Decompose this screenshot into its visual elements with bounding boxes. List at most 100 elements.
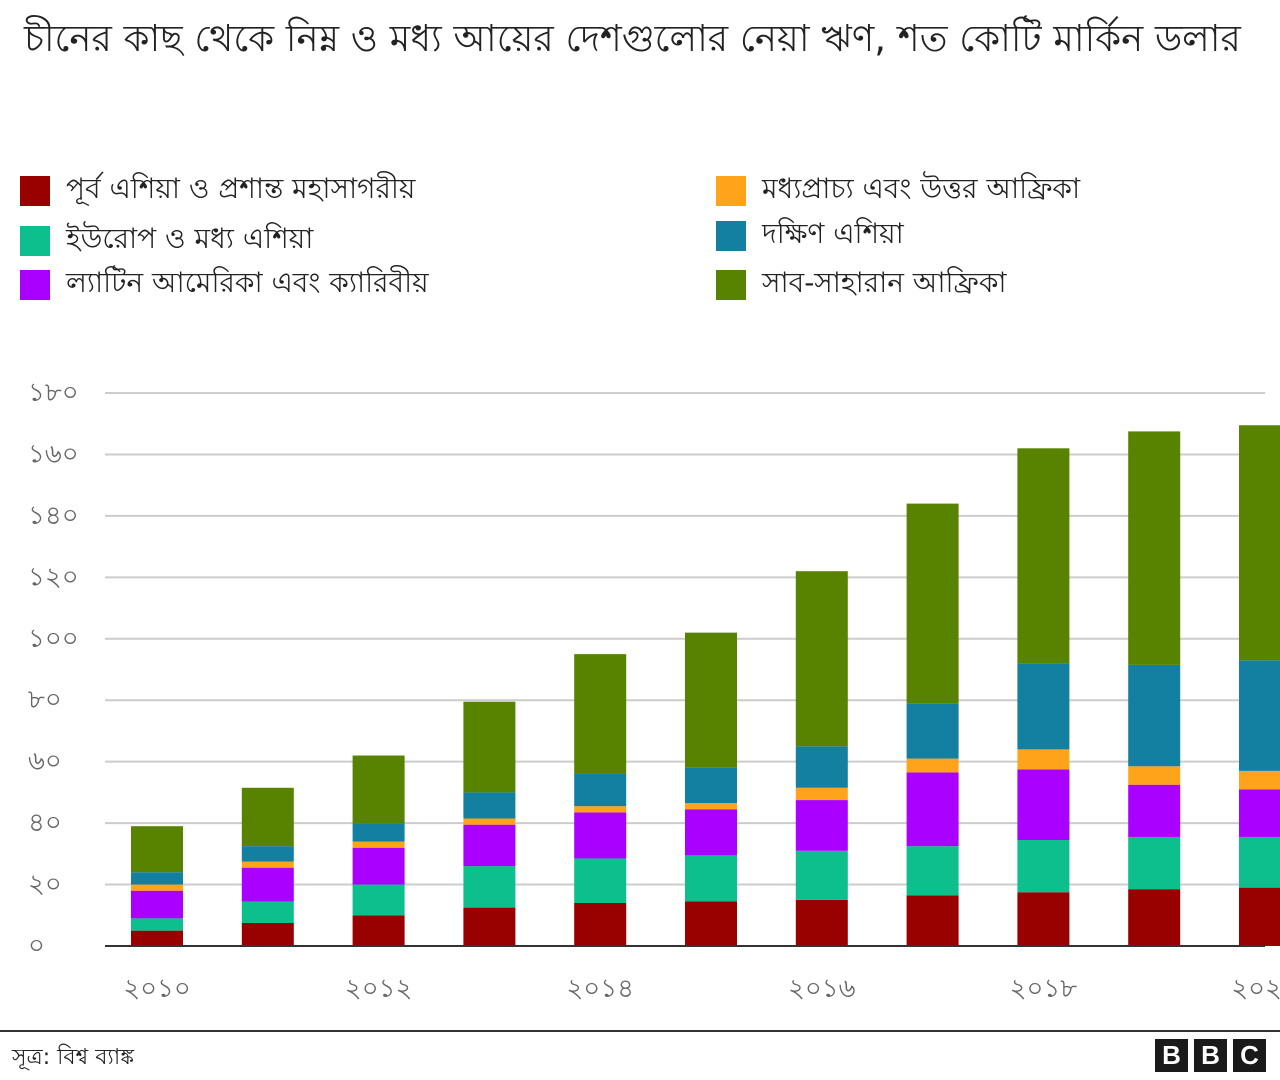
bar-segment (1017, 663, 1070, 750)
bar-segment (685, 632, 737, 768)
bbc-logo: B B C (1155, 1039, 1266, 1072)
legend-label: ল্যাটিন আমেরিকা এবং ক্যারিবীয় (66, 266, 429, 299)
footer-divider (0, 1030, 1280, 1032)
bar-segment (795, 800, 848, 851)
bar-segment (906, 758, 959, 773)
bar-segment (352, 884, 405, 916)
bar-segment (241, 922, 294, 946)
legend-swatch (716, 175, 746, 206)
bar-segment (1128, 889, 1181, 946)
bar-segment (685, 767, 737, 804)
bbc-logo-letter: B (1155, 1039, 1188, 1072)
legend-item-south-asia: দক্ষিণ এশিয়া (716, 212, 904, 259)
bar-segment (1017, 448, 1070, 664)
bar-segment (685, 901, 737, 946)
bar-segment (463, 792, 516, 819)
y-tick-label: ৮০ (28, 685, 62, 715)
bar-segment (1239, 425, 1280, 661)
bar-segment (1017, 840, 1070, 893)
bar-segment (463, 818, 516, 825)
y-tick-label: ৪০ (28, 808, 62, 838)
bar-segment (685, 803, 737, 810)
bar-segment (1239, 770, 1280, 790)
bar-segment (906, 703, 959, 759)
x-tick-label: ২০১২ (345, 974, 413, 1004)
legend-swatch (20, 269, 50, 300)
legend-label: ইউরোপ ও মধ্য এশিয়া (66, 222, 314, 255)
bar-segment (795, 850, 848, 900)
x-tick-label: ২০২০ (1231, 974, 1280, 1004)
bar-segment (685, 809, 737, 856)
bar-segment (1128, 836, 1181, 890)
y-tick-label: ১০০ (28, 624, 79, 654)
bar-segment (131, 884, 183, 891)
bbc-logo-letter: B (1194, 1039, 1227, 1072)
y-tick-label: ৬০ (28, 747, 62, 777)
bar-segment (131, 826, 183, 873)
legend-label: সাব-সাহারান আফ্রিকা (762, 266, 1007, 299)
legend-item-sub-saharan-africa: সাব-সাহারান আফ্রিকা (716, 261, 1007, 308)
legend-swatch (716, 269, 746, 300)
bar-segment (131, 930, 183, 946)
bar-segment (795, 571, 848, 747)
bar-segment (1128, 784, 1181, 837)
x-tick-label: ২০১০ (123, 974, 191, 1004)
legend-swatch (20, 175, 50, 206)
legend-item-europe-central-asia: ইউরোপ ও মধ্য এশিয়া (20, 217, 313, 264)
bar-segment (795, 787, 848, 801)
bar-segment (574, 812, 627, 859)
bar-segment (1239, 789, 1280, 837)
y-tick-label: ১৬০ (28, 439, 79, 469)
bar-segment (1128, 664, 1181, 767)
bar-segment (906, 846, 959, 896)
bar-segment (131, 918, 183, 931)
legend-item-latin-america-caribbean: ল্যাটিন আমেরিকা এবং ক্যারিবীয় (20, 261, 429, 308)
legend-item-east-asia-pacific: পূর্ব এশিয়া ও প্রশান্ত মহাসাগরীয় (20, 167, 415, 214)
bar-segment (574, 773, 627, 807)
y-tick-label: ২০ (28, 870, 62, 900)
legend-item-middle-east-north-africa: মধ্যপ্রাচ্য এবং উত্তর আফ্রিকা (716, 167, 1080, 214)
bar-segment (352, 755, 405, 824)
bar-segment (241, 787, 294, 847)
chart-title: চীনের কাছ থেকে নিম্ন ও মধ্য আয়ের দেশগুল… (24, 17, 1241, 60)
bar-segment (906, 503, 959, 704)
bar-segment (352, 841, 405, 848)
bar-segment (1239, 887, 1280, 946)
bar-segment (463, 907, 516, 946)
bar-segment (352, 823, 405, 842)
bar-segment (574, 654, 627, 774)
stacked-bar-chart: ০ ২০ ৪০ ৬০ ৮০ ১০০ ১২০ ১৪০ ১৬০ ১৮০ ২০১০ ২০১২ ২০১৪ ২০১৬… (28, 378, 1280, 1004)
bar-segment (241, 861, 294, 868)
bar-segment (463, 701, 516, 793)
source-note: সূত্র: বিশ্ব ব্যাঙ্ক (12, 1045, 134, 1070)
y-tick-label: ১৮০ (28, 378, 79, 408)
bar-segment (131, 890, 183, 919)
y-tick-label: ১৪০ (28, 501, 79, 531)
bar-segment (1017, 892, 1070, 946)
bar-segment (463, 824, 516, 867)
bar-segment (1128, 431, 1181, 665)
bar-segment (241, 867, 294, 902)
legend-label: পূর্ব এশিয়া ও প্রশান্ত মহাসাগরীয় (66, 172, 416, 205)
x-tick-label: ২০১৮ (1010, 974, 1078, 1004)
bar-segment (574, 858, 627, 903)
bar-segment (352, 915, 405, 946)
bar-segment (906, 895, 959, 946)
legend-label: মধ্যপ্রাচ্য এবং উত্তর আফ্রিকা (762, 172, 1081, 205)
bar-segment (685, 855, 737, 902)
bar-segment (241, 846, 294, 862)
bar-segment (1017, 769, 1070, 841)
bar-segment (352, 847, 405, 885)
bar-segment (241, 901, 294, 923)
legend-label: দক্ষিণ এশিয়া (762, 217, 904, 250)
bar-segment (795, 899, 848, 946)
x-tick-label: ২০১৬ (788, 974, 856, 1004)
bar-segment (1128, 766, 1181, 785)
legend-swatch (20, 225, 50, 256)
bar-segment (131, 872, 183, 885)
bar-segment (795, 746, 848, 788)
y-tick-label: ১২০ (28, 562, 79, 592)
bar-segment (1239, 836, 1280, 888)
bar-segment (463, 866, 516, 908)
bar-segment (1239, 660, 1280, 771)
